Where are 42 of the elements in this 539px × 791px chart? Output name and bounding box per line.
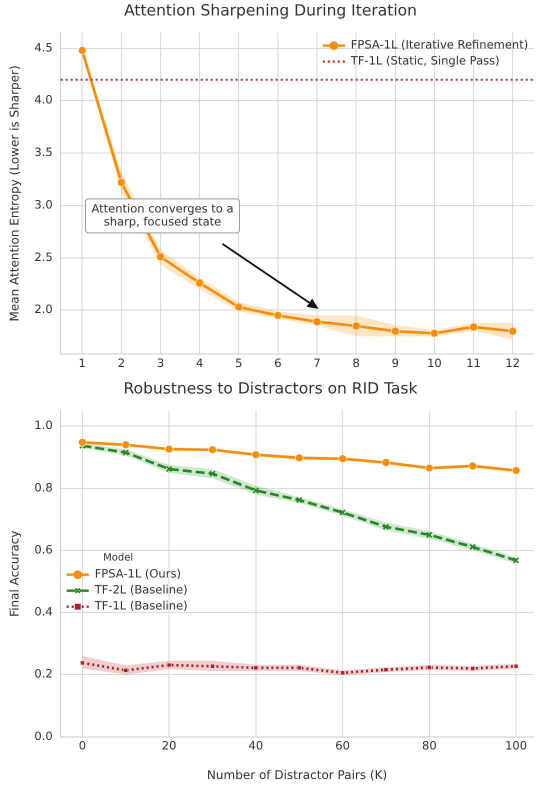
x-tick-label: 80 [422, 738, 437, 753]
y-tick-label: 0.8 [34, 480, 53, 494]
legend-title: Model [103, 552, 134, 564]
chart-title: Attention Sharpening During Iteration [124, 1, 417, 20]
y-tick-label: 1.0 [34, 418, 53, 432]
y-axis-title: Mean Attention Entropy (Lower is Sharper) [7, 65, 22, 322]
x-tick-label: 9 [392, 356, 399, 370]
chart-title: Robustness to Distractors on RID Task [124, 379, 418, 398]
x-axis-title: Number of Distractor Pairs (K) [206, 768, 388, 782]
x-tick-label: 8 [352, 356, 360, 370]
x-tick-label: 100 [505, 738, 528, 753]
x-tick-label: 11 [466, 356, 481, 370]
x-tick-label: 1 [78, 356, 86, 370]
legend-label: FPSA-1L (Ours) [94, 566, 181, 581]
x-tick-label: 4 [196, 356, 204, 370]
x-tick-label: 12 [505, 356, 520, 370]
y-tick-label: 2.5 [34, 250, 53, 264]
y-tick-label: 0.0 [34, 728, 53, 743]
x-tick-label: 60 [335, 738, 350, 753]
y-tick-label: 3.5 [34, 145, 53, 160]
legend-label: TF-1L (Baseline) [94, 598, 188, 613]
x-tick-label: 0 [78, 738, 86, 753]
y-axis-title: Final Accuracy [7, 530, 22, 617]
y-tick-label: 4.0 [34, 92, 53, 107]
legend-label: FPSA-1L (Iterative Refinement) [350, 38, 528, 52]
x-tick-label: 5 [235, 356, 242, 370]
x-tick-label: 2 [118, 356, 126, 370]
y-tick-label: 0.6 [34, 542, 53, 556]
y-tick-label: 4.5 [34, 40, 53, 54]
x-tick-label: 20 [162, 738, 176, 753]
legend-label: TF-2L (Baseline) [94, 582, 188, 597]
legend-label: TF-1L (Static, Single Pass) [350, 54, 500, 68]
y-tick-label: 0.4 [34, 604, 53, 619]
x-tick-label: 40 [248, 738, 264, 753]
x-tick-label: 7 [313, 356, 321, 370]
x-tick-label: 6 [274, 356, 282, 370]
y-tick-label: 2.0 [34, 302, 53, 316]
x-tick-label: 3 [156, 356, 164, 370]
annotation: Attention converges to a sharp, focused state [91, 201, 234, 228]
y-tick-label: 3.0 [34, 197, 53, 212]
y-tick-label: 0.2 [34, 666, 53, 681]
x-tick-label: 10 [427, 356, 442, 370]
